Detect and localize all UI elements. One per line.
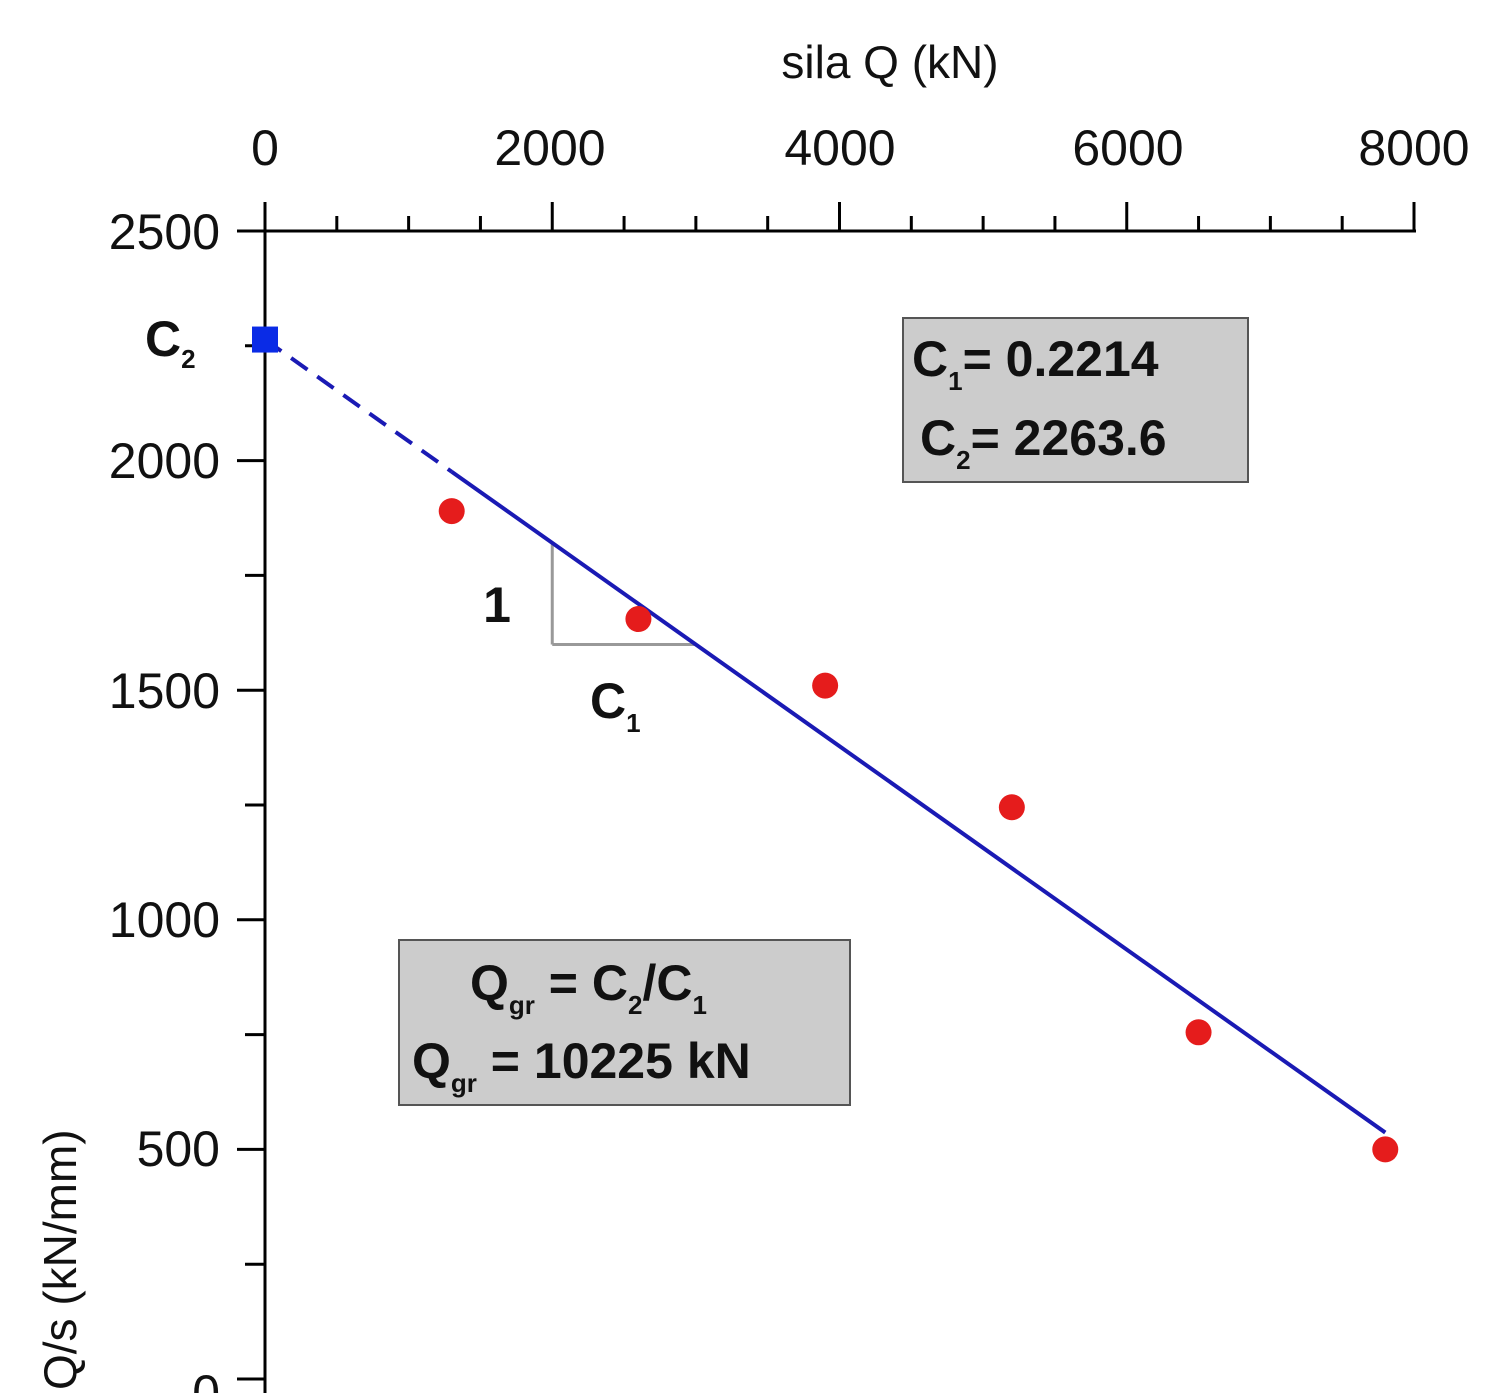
x-axis-title: sila Q (kN) bbox=[781, 36, 998, 88]
formula-box: Qgr = C2/C1 Qgr = 10225 kN bbox=[398, 939, 851, 1106]
x-ticks bbox=[263, 202, 1416, 231]
c1-value-label: C1= 0.2214 bbox=[912, 331, 1159, 396]
plot-area bbox=[252, 326, 1399, 1163]
y-tick-label: 500 bbox=[137, 1121, 220, 1177]
y-tick-label: 1500 bbox=[109, 663, 220, 719]
fit-line bbox=[450, 470, 1387, 1135]
y-tick-label: 2000 bbox=[109, 433, 220, 489]
x-tick-label: 4000 bbox=[784, 120, 895, 176]
constants-box-bg bbox=[902, 317, 1249, 483]
y-tick-label: 2500 bbox=[109, 204, 220, 260]
data-point bbox=[1185, 1019, 1212, 1046]
x-tick-label: 2000 bbox=[494, 120, 605, 176]
constants-box: C1= 0.2214 C2= 2263.6 bbox=[902, 317, 1249, 483]
formula-box-bg bbox=[398, 939, 851, 1106]
x-tick-label: 0 bbox=[251, 120, 279, 176]
data-point bbox=[438, 498, 465, 525]
data-point bbox=[1372, 1136, 1399, 1163]
data-point bbox=[625, 606, 652, 633]
data-point bbox=[998, 794, 1025, 821]
slope-run-label: C1 bbox=[590, 673, 641, 738]
y-tick-label: 0 bbox=[192, 1365, 220, 1393]
y-tick-label: 1000 bbox=[109, 892, 220, 948]
x-tick-label: 6000 bbox=[1072, 120, 1183, 176]
qgr-formula: Qgr = C2/C1 bbox=[470, 955, 707, 1020]
intercept-label: C2 bbox=[145, 311, 196, 374]
extrapolation-line bbox=[263, 337, 453, 474]
intercept-point bbox=[252, 326, 278, 353]
qgr-result: Qgr = 10225 kN bbox=[412, 1033, 751, 1098]
data-point bbox=[812, 672, 839, 699]
y-ticks bbox=[237, 229, 265, 1381]
slope-rise-label: 1 bbox=[483, 577, 511, 633]
y-axis-title: Q/s (kN/mm) bbox=[34, 1129, 86, 1390]
x-tick-label: 8000 bbox=[1358, 120, 1469, 176]
c2-value-label: C2= 2263.6 bbox=[920, 410, 1167, 475]
